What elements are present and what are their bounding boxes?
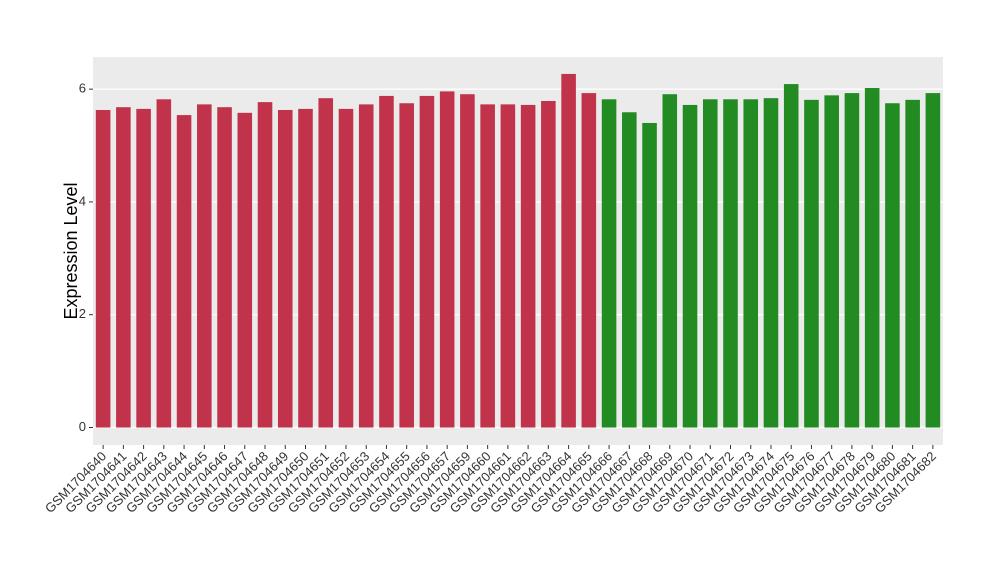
bar <box>783 84 799 428</box>
bar <box>682 104 698 428</box>
bar <box>480 104 495 428</box>
bar <box>217 107 232 428</box>
bar <box>197 104 212 428</box>
bar <box>662 94 678 428</box>
bar <box>520 104 536 428</box>
bar <box>298 108 313 428</box>
bar <box>581 93 597 428</box>
bar <box>257 102 273 428</box>
bar <box>136 108 151 428</box>
y-tick-label: 0 <box>79 419 86 434</box>
bar <box>541 100 556 428</box>
y-tick-label: 4 <box>79 193 86 208</box>
bar <box>500 104 516 428</box>
bar <box>804 99 819 428</box>
bar <box>601 99 617 428</box>
y-tick-label: 6 <box>79 81 86 96</box>
y-tick-label: 2 <box>79 306 86 321</box>
y-axis-title: Expression Level <box>61 182 81 319</box>
bar <box>176 115 192 428</box>
bar <box>318 98 334 428</box>
bar <box>277 110 293 428</box>
bar <box>95 110 111 428</box>
bar <box>925 93 941 428</box>
panel <box>93 57 943 445</box>
bar <box>237 112 253 428</box>
bar <box>885 103 900 428</box>
bar <box>116 107 131 428</box>
bar <box>642 122 657 428</box>
bar <box>864 88 880 428</box>
bar <box>723 99 738 428</box>
bar <box>338 108 354 428</box>
bar <box>763 98 779 428</box>
bar <box>358 104 374 428</box>
bar <box>824 95 839 428</box>
bar <box>622 112 637 428</box>
bar <box>905 99 920 428</box>
bar <box>156 99 172 428</box>
bar <box>399 103 414 428</box>
bar <box>844 93 860 428</box>
bar <box>379 95 394 428</box>
bar <box>419 95 435 428</box>
bar <box>460 94 475 428</box>
bar <box>561 73 576 428</box>
bar <box>702 99 718 428</box>
bar <box>743 99 759 428</box>
bar <box>439 91 455 428</box>
